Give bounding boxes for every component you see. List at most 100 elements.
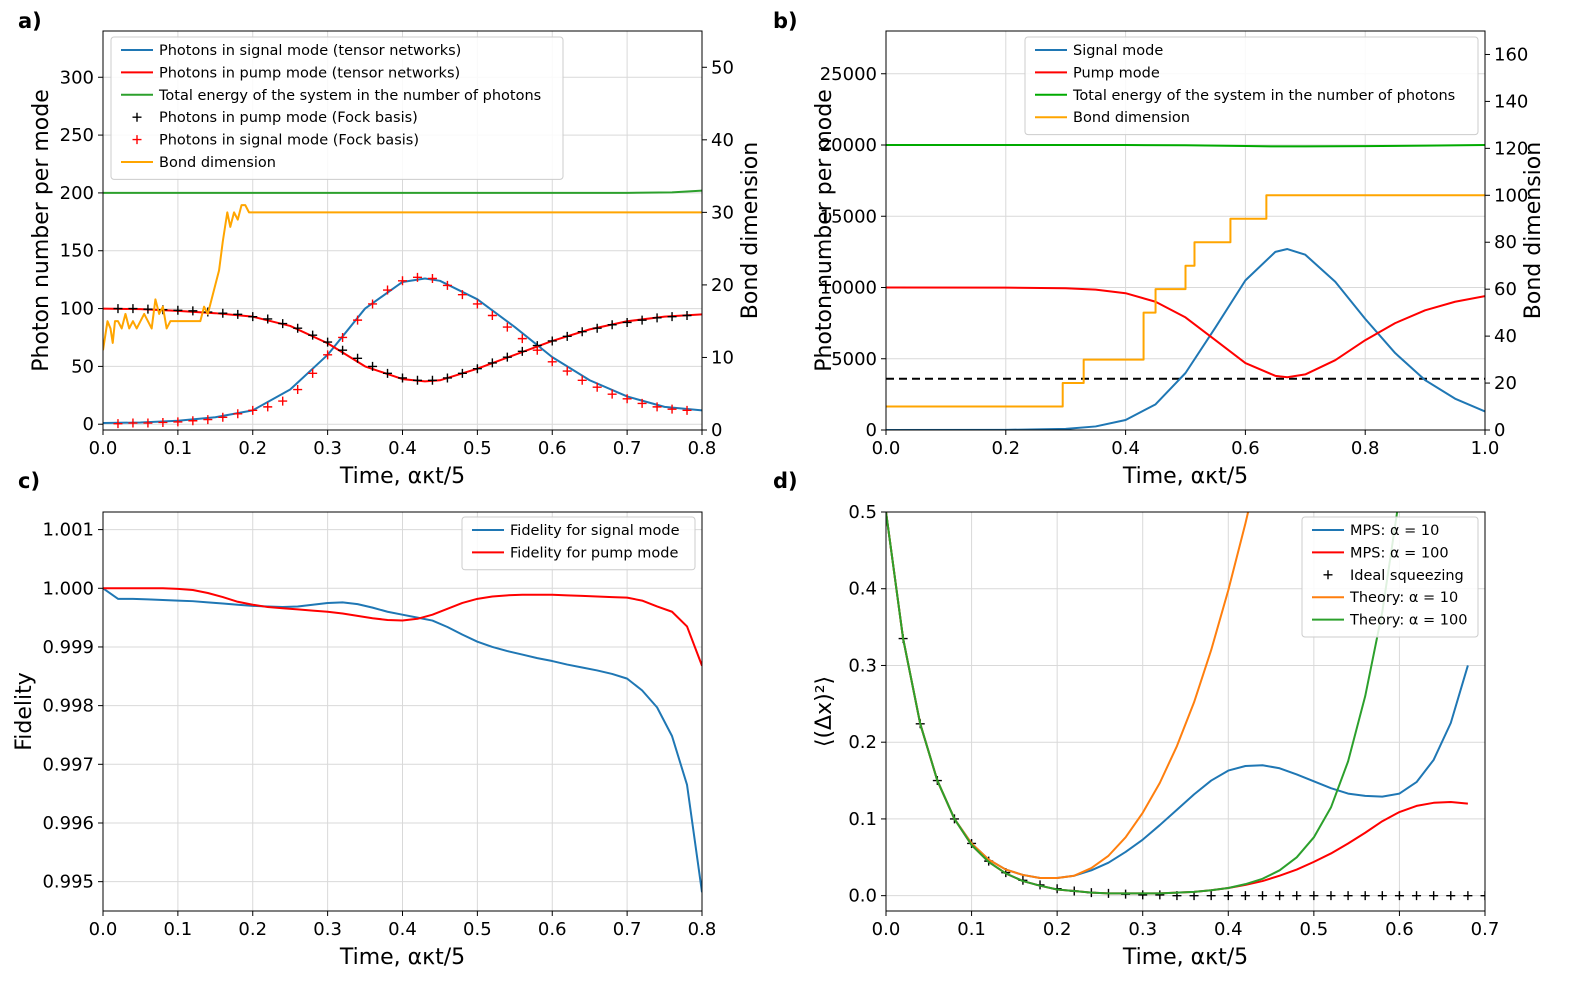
plot-area [886, 512, 1485, 901]
y2-axis-label: Bond dimension [1521, 142, 1546, 319]
marker-point [233, 409, 243, 419]
marker-point [338, 345, 348, 355]
legend-label: Pump mode [1073, 65, 1160, 81]
marker-point [383, 285, 393, 295]
legend-box [1301, 516, 1479, 638]
series-fidelity-for-signal-mode [103, 587, 702, 893]
y2-tick-label: 30 [711, 202, 734, 223]
panel-label: b) [773, 9, 798, 33]
marker-point [457, 368, 467, 378]
y-tick-label: 0 [866, 420, 877, 441]
plot-area [103, 587, 702, 893]
y-tick-label: 15000 [820, 206, 877, 227]
marker-point [622, 317, 632, 327]
y2-tick-label: 100 [1494, 185, 1528, 206]
y-tick-label: 0 [83, 414, 94, 435]
legend: Photons in signal mode (tensor networks)… [110, 36, 564, 180]
marker-point [1412, 891, 1422, 901]
x-tick-label: 0.7 [613, 919, 642, 940]
legend-label: Total energy of the system in the number… [1072, 88, 1455, 104]
marker-point [338, 332, 348, 342]
x-tick-label: 0.2 [238, 438, 267, 459]
y-tick-label: 0.995 [42, 872, 94, 893]
marker-point [278, 396, 288, 406]
marker-point [1206, 891, 1216, 901]
marker-point [622, 394, 632, 404]
y-tick-label: 0.3 [848, 655, 877, 676]
marker-point [637, 315, 647, 325]
marker-point [577, 375, 587, 385]
x-tick-label: 0.1 [957, 919, 986, 940]
marker-point [592, 323, 602, 333]
legend-label: Photons in pump mode (Fock basis) [159, 110, 418, 126]
legend-label: Ideal squeezing [1350, 568, 1464, 584]
legend-label: Photons in pump mode (tensor networks) [159, 65, 460, 81]
x-axis-label: Time, ακt/5 [339, 464, 465, 489]
legend-box [1024, 36, 1479, 136]
marker-point [547, 357, 557, 367]
panel-label: d) [773, 469, 798, 493]
marker-point [577, 327, 587, 337]
marker-point [308, 368, 318, 378]
marker-point [487, 311, 497, 321]
x-tick-label: 0.8 [1351, 438, 1380, 459]
y-tick-label: 1.000 [42, 578, 94, 599]
y-tick-label: 0.998 [42, 696, 94, 717]
marker-point [652, 402, 662, 412]
y-tick-label: 0.997 [42, 754, 94, 775]
marker-point [398, 276, 407, 286]
marker-point [1343, 891, 1353, 901]
y-tick-label: 25000 [820, 64, 877, 85]
marker-point [562, 366, 572, 376]
marker-point [1292, 891, 1302, 901]
marker-point [532, 345, 542, 355]
legend-label: Fidelity for signal mode [510, 523, 680, 539]
legend: Fidelity for signal mode Fidelity for pum… [461, 516, 696, 571]
x-tick-label: 0.4 [1214, 919, 1243, 940]
legend-label: Theory: α = 10 [1349, 590, 1458, 606]
legend: Signal mode Pump mode Total energy of the … [1024, 36, 1479, 136]
marker-point [1275, 891, 1285, 901]
marker-point [383, 368, 393, 378]
y-tick-label: 0.5 [848, 502, 877, 523]
y2-tick-label: 0 [711, 420, 722, 441]
x-tick-label: 0.5 [463, 919, 492, 940]
x-tick-label: 0.7 [613, 438, 642, 459]
chart-panel-3: d) 0.0 0.1 0.2 0.3 0.4 0.5 0.6 0.7 0.0 0.1 0.2 0.3 0.… [773, 469, 1499, 970]
x-tick-label: 0.3 [313, 919, 342, 940]
series-total-energy-of-the-system-in-the-number-of-photons [103, 189, 702, 194]
marker-point [442, 280, 452, 290]
series-pump-mode [886, 286, 1485, 379]
marker-point [113, 304, 123, 314]
legend-marker [1323, 570, 1333, 580]
y-axis-label: Photon number per mode [812, 89, 837, 371]
marker-point [233, 309, 243, 319]
marker-point [1326, 891, 1336, 901]
marker-point [158, 417, 168, 427]
y-tick-label: 300 [60, 67, 94, 88]
marker-point [517, 334, 527, 344]
marker-point [323, 350, 333, 360]
marker-point [398, 373, 407, 383]
y2-tick-label: 0 [1494, 420, 1505, 441]
marker-point [188, 416, 198, 426]
legend-label: Bond dimension [1073, 110, 1190, 126]
marker-point [248, 312, 258, 322]
marker-point [652, 313, 662, 323]
series-theory-10 [886, 512, 1250, 880]
y-tick-label: 100 [60, 299, 94, 320]
y-axis-label: ⟨(Δx)²⟩ [812, 676, 837, 747]
marker-point [1309, 891, 1319, 901]
series-photons-in-signal-mode-fock-basis [113, 272, 692, 429]
marker-point [128, 418, 138, 428]
marker-point [218, 308, 228, 318]
marker-point [173, 417, 183, 427]
legend-label: Fidelity for pump mode [510, 545, 678, 561]
marker-point [308, 330, 318, 340]
plot-area [886, 144, 1485, 430]
marker-point [502, 322, 512, 332]
x-axis-label: Time, ακt/5 [1122, 945, 1248, 970]
y-tick-label: 0.4 [848, 579, 877, 600]
y2-tick-label: 80 [1494, 232, 1517, 253]
marker-point [1360, 891, 1370, 901]
